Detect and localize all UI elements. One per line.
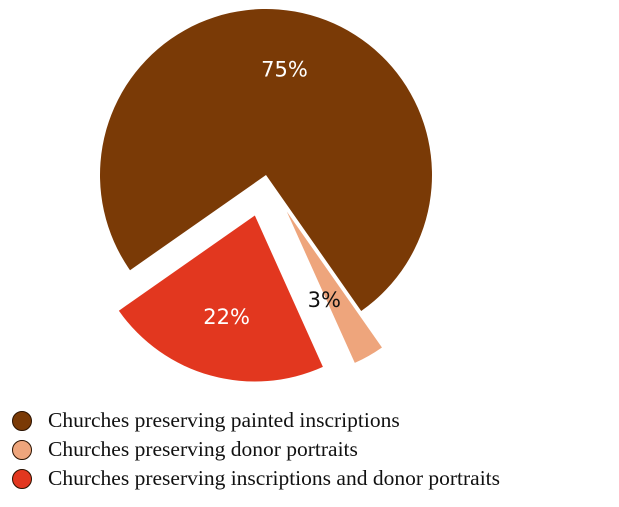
legend-item-painted-inscriptions: Churches preserving painted inscriptions [12, 406, 612, 435]
legend-item-donor-portraits: Churches preserving donor portraits [12, 435, 612, 464]
pie-slice-churches-preserving-inscriptions-and-donor-portraits [118, 215, 323, 382]
legend-swatch-donor-portraits [12, 439, 32, 460]
pie-label-churches-preserving-inscriptions-and-donor-portraits: 22% [203, 305, 250, 329]
legend-label-inscriptions-and-portraits: Churches preserving inscriptions and don… [48, 466, 501, 490]
legend: Churches preserving painted inscriptions… [12, 406, 612, 493]
pie-slice-churches-preserving-donor-portraits [286, 211, 382, 363]
legend-label-painted-inscriptions: Churches preserving painted inscriptions [48, 408, 400, 432]
legend-swatch-painted-inscriptions [12, 410, 32, 431]
pie-label-churches-preserving-donor-portraits: 3% [308, 288, 341, 312]
legend-swatch-inscriptions-and-portraits [12, 468, 32, 489]
pie-slice-churches-preserving-painted-inscriptions [100, 8, 433, 311]
legend-label-donor-portraits: Churches preserving donor portraits [48, 437, 358, 461]
pie-label-churches-preserving-painted-inscriptions: 75% [261, 57, 308, 81]
legend-item-inscriptions-and-portraits: Churches preserving inscriptions and don… [12, 464, 612, 493]
